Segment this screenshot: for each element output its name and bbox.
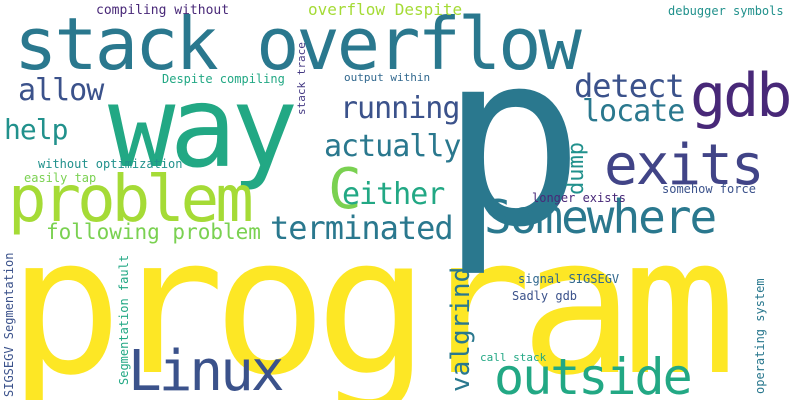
word-stack-overflow: stack overflow (14, 2, 582, 86)
word-call-stack: call stack (480, 351, 547, 364)
word-dump: dump (564, 142, 589, 195)
word-longer-exists: longer exists (532, 191, 626, 205)
word-following-problem: following problem (46, 220, 261, 244)
word-somehow-force: somehow force (662, 182, 756, 196)
word-easily-tap: easily tap (24, 171, 97, 185)
word-linux: Linux (128, 339, 285, 400)
word-overflow-despite: overflow Despite (308, 0, 463, 19)
word-compiling-without: compiling without (96, 3, 230, 18)
word-despite-compiling: Despite compiling (162, 72, 285, 86)
word-debugger-symbols: debugger symbols (668, 4, 784, 18)
word-c: C (328, 157, 362, 222)
word-exits: exits (604, 133, 765, 198)
word-sigsegv-segmentation: SIGSEGV Segmentation (2, 252, 16, 398)
word-sadly-gdb: Sadly gdb (512, 289, 578, 303)
word-output-within: output within (344, 71, 431, 84)
word-p: p (440, 0, 585, 280)
word-valgrind: valgrind (446, 266, 476, 392)
word-help: help (4, 113, 68, 146)
word-operating-system: operating system (753, 278, 767, 394)
word-detect: detect (574, 67, 685, 105)
word-way: way (108, 63, 298, 193)
word-stack-trace: stack trace (295, 42, 308, 115)
word-problem: problem (8, 163, 254, 237)
word-running: running (340, 91, 460, 126)
word-without-optimization: without optimization (38, 157, 183, 171)
word-segmentation-fault: Segmentation fault (117, 254, 131, 385)
word-gdb: gdb (690, 61, 792, 131)
word-locate: locate (582, 94, 685, 129)
word-actually: actually (324, 129, 461, 164)
word-outside: outside (494, 348, 693, 400)
word-signal-sigsegv: signal SIGSEGV (518, 272, 620, 286)
word-allow: allow (18, 73, 104, 108)
word-terminated: terminated (270, 209, 454, 247)
word-program: program (8, 196, 737, 400)
word-either: either (342, 177, 445, 212)
word-somewhere: Somewhere (484, 190, 717, 244)
